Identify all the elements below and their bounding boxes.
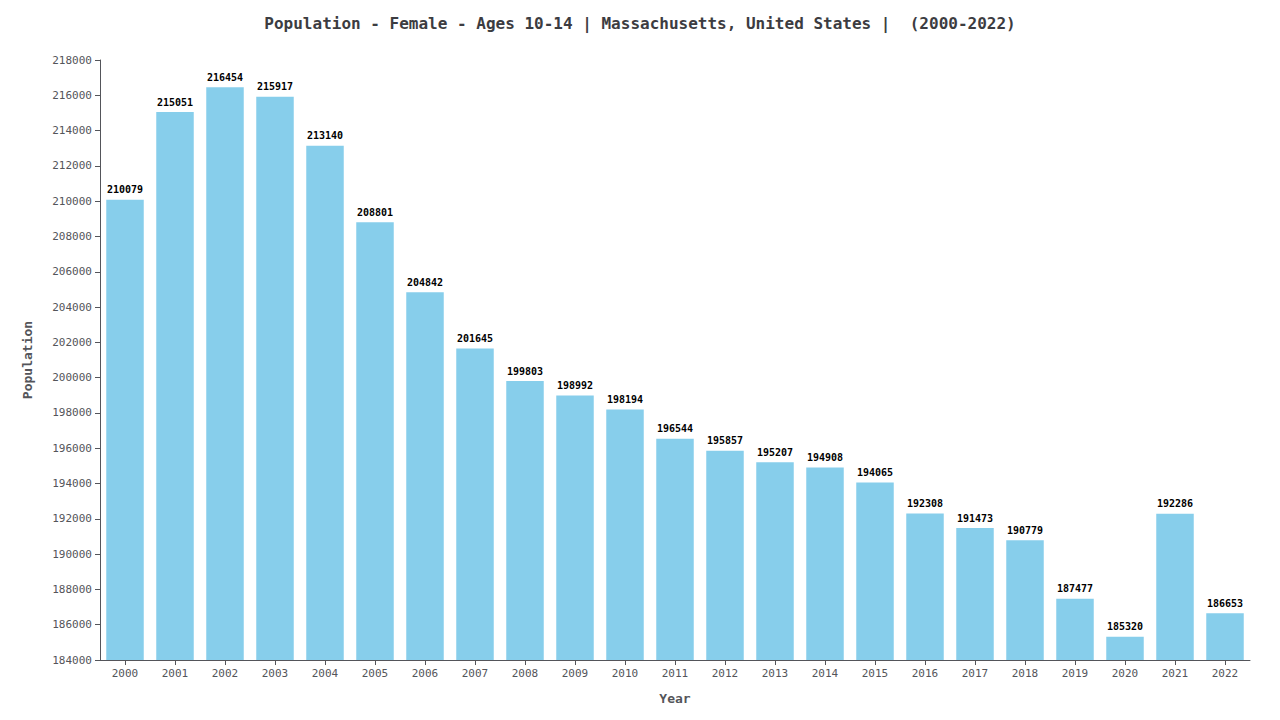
svg-text:208801: 208801 (357, 207, 393, 218)
svg-text:216454: 216454 (207, 72, 243, 83)
svg-text:2013: 2013 (762, 667, 789, 680)
svg-text:194000: 194000 (52, 477, 92, 490)
svg-text:216000: 216000 (52, 89, 92, 102)
svg-text:2001: 2001 (162, 667, 189, 680)
svg-text:214000: 214000 (52, 124, 92, 137)
svg-text:185320: 185320 (1107, 621, 1143, 632)
svg-text:192308: 192308 (907, 498, 943, 509)
svg-text:210000: 210000 (52, 195, 92, 208)
svg-text:190000: 190000 (52, 548, 92, 561)
svg-text:2000: 2000 (112, 667, 139, 680)
svg-text:215051: 215051 (157, 97, 193, 108)
svg-text:2004: 2004 (312, 667, 339, 680)
svg-text:2019: 2019 (1062, 667, 1089, 680)
svg-text:Population: Population (20, 321, 35, 399)
svg-text:194908: 194908 (807, 452, 843, 463)
svg-text:188000: 188000 (52, 583, 92, 596)
svg-text:194065: 194065 (857, 467, 893, 478)
svg-text:202000: 202000 (52, 336, 92, 349)
svg-text:204000: 204000 (52, 301, 92, 314)
svg-text:199803: 199803 (507, 366, 543, 377)
svg-text:195857: 195857 (707, 435, 743, 446)
svg-text:195207: 195207 (757, 447, 793, 458)
svg-text:2016: 2016 (912, 667, 939, 680)
svg-text:Year: Year (659, 691, 690, 706)
svg-text:2017: 2017 (962, 667, 989, 680)
svg-text:2006: 2006 (412, 667, 439, 680)
svg-text:198992: 198992 (557, 380, 593, 391)
svg-text:2011: 2011 (662, 667, 689, 680)
svg-text:206000: 206000 (52, 265, 92, 278)
svg-text:187477: 187477 (1057, 583, 1093, 594)
svg-text:2022: 2022 (1212, 667, 1239, 680)
svg-text:201645: 201645 (457, 333, 493, 344)
svg-text:2010: 2010 (612, 667, 639, 680)
svg-text:204842: 204842 (407, 277, 443, 288)
svg-text:2020: 2020 (1112, 667, 1139, 680)
svg-text:2012: 2012 (712, 667, 739, 680)
svg-text:198194: 198194 (607, 394, 643, 405)
svg-text:210079: 210079 (107, 184, 143, 195)
svg-text:196000: 196000 (52, 442, 92, 455)
svg-text:2015: 2015 (862, 667, 889, 680)
svg-text:208000: 208000 (52, 230, 92, 243)
svg-text:213140: 213140 (307, 130, 343, 141)
svg-text:190779: 190779 (1007, 525, 1043, 536)
svg-text:2018: 2018 (1012, 667, 1039, 680)
svg-text:212000: 212000 (52, 159, 92, 172)
svg-text:2009: 2009 (562, 667, 589, 680)
svg-text:184000: 184000 (52, 654, 92, 667)
svg-text:186000: 186000 (52, 618, 92, 631)
svg-text:2005: 2005 (362, 667, 389, 680)
svg-text:2003: 2003 (262, 667, 289, 680)
svg-text:215917: 215917 (257, 81, 293, 92)
svg-text:Population - Female - Ages 10-: Population - Female - Ages 10-14 | Massa… (264, 14, 1015, 34)
svg-text:2014: 2014 (812, 667, 839, 680)
svg-text:192000: 192000 (52, 512, 92, 525)
svg-text:186653: 186653 (1207, 598, 1243, 609)
svg-text:218000: 218000 (52, 54, 92, 67)
svg-text:2007: 2007 (462, 667, 489, 680)
svg-text:2021: 2021 (1162, 667, 1189, 680)
svg-text:198000: 198000 (52, 406, 92, 419)
svg-text:191473: 191473 (957, 513, 993, 524)
svg-text:192286: 192286 (1157, 498, 1193, 509)
svg-text:200000: 200000 (52, 371, 92, 384)
svg-text:2002: 2002 (212, 667, 239, 680)
svg-text:2008: 2008 (512, 667, 539, 680)
svg-text:196544: 196544 (657, 423, 693, 434)
